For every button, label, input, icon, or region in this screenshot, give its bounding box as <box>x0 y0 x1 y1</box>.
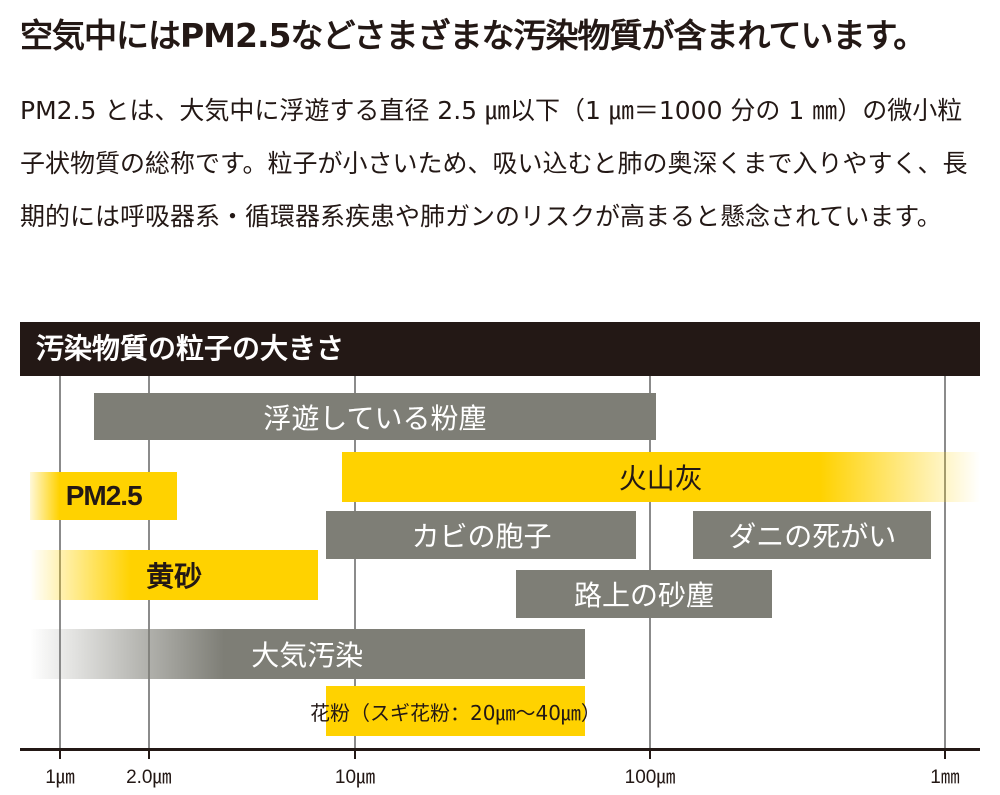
x-tick-label: 100㎛ <box>624 767 676 788</box>
headline: 空気中にはPM2.5などさまざまな汚染物質が含まれています。 <box>20 16 926 55</box>
x-axis <box>20 748 980 751</box>
range-bar: PM2.5 <box>30 472 178 520</box>
range-bar: 路上の砂塵 <box>515 570 773 618</box>
description: PM2.5 とは、大気中に浮遊する直径 2.5 ㎛以下（1 ㎛＝1000 分の … <box>20 96 968 231</box>
gridline <box>944 376 946 748</box>
x-tick-label: 1㎜ <box>930 767 960 788</box>
chart-header: 汚染物質の粒子の大きさ <box>20 322 980 376</box>
x-tick <box>944 751 946 759</box>
x-tick <box>649 751 651 759</box>
range-bar: 黄砂 <box>30 550 319 600</box>
range-bar: カビの胞子 <box>326 511 637 559</box>
range-bar: 浮遊している粉塵 <box>93 393 657 440</box>
x-tick-label: 10㎛ <box>334 767 376 788</box>
range-bar: 大気汚染 <box>30 629 585 679</box>
range-bar: ダニの死がい <box>693 511 932 559</box>
range-bar: 花粉（スギ花粉：20㎛～40㎛） <box>310 686 601 736</box>
gridline <box>354 376 356 748</box>
x-tick-label: 1㎛ <box>45 767 75 788</box>
x-tick <box>59 751 61 759</box>
x-tick <box>147 751 150 759</box>
range-bar: 火山灰 <box>341 452 980 502</box>
x-tick-label: 2.0㎛ <box>126 767 172 788</box>
gridline <box>649 376 651 748</box>
particle-size-chart: 1㎛ 2.0㎛ 10㎛ 100㎛ 1㎜ 浮遊している粉塵火山灰 PM2.5 カビの胞子 ダニの死… <box>0 376 1000 795</box>
x-tick <box>354 751 356 759</box>
